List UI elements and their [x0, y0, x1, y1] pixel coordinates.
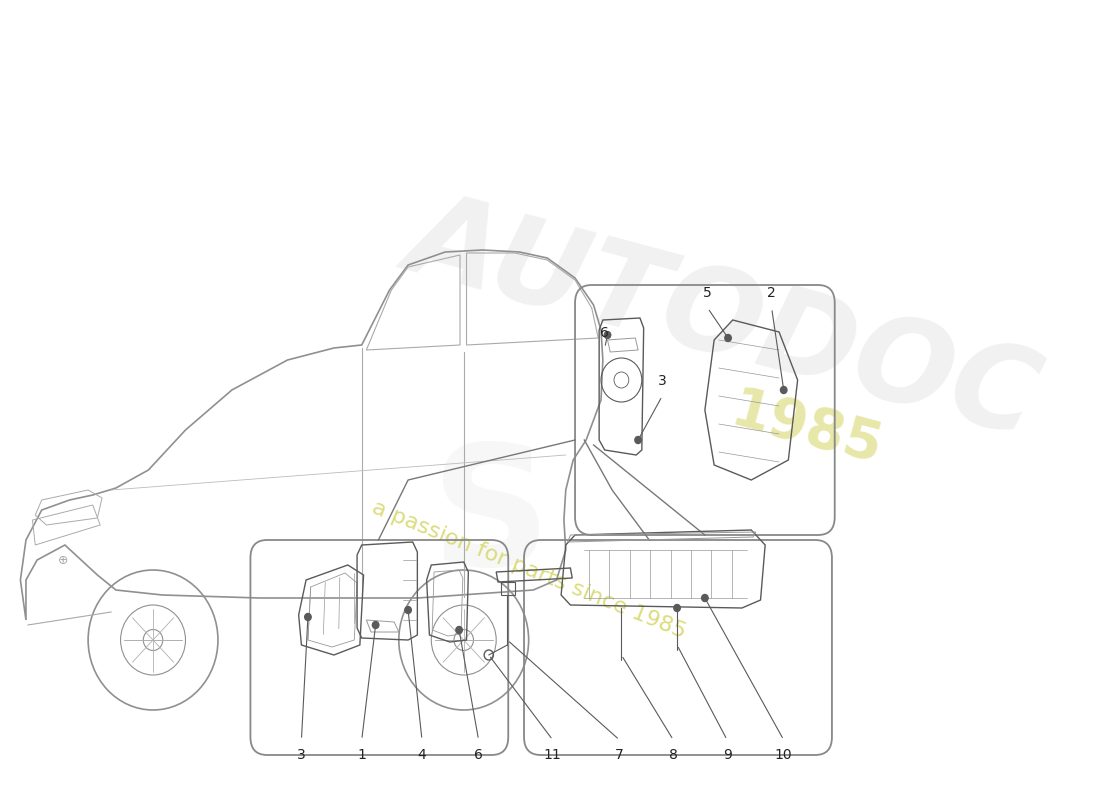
- Text: 3: 3: [297, 748, 306, 762]
- Circle shape: [405, 606, 411, 614]
- Text: 3: 3: [658, 374, 667, 388]
- Text: 6: 6: [601, 326, 609, 340]
- Text: 2: 2: [768, 286, 776, 300]
- Circle shape: [702, 594, 708, 602]
- Text: 9: 9: [723, 748, 732, 762]
- Text: ⊕: ⊕: [58, 554, 68, 566]
- Text: AUTODOC: AUTODOC: [396, 181, 1052, 459]
- Text: 6: 6: [474, 748, 483, 762]
- Text: S: S: [431, 438, 551, 602]
- Text: 5: 5: [703, 286, 712, 300]
- Text: 11: 11: [543, 748, 562, 762]
- Circle shape: [635, 437, 641, 443]
- Circle shape: [455, 626, 462, 634]
- Circle shape: [781, 386, 786, 394]
- Text: 10: 10: [774, 748, 792, 762]
- Circle shape: [604, 331, 611, 338]
- Text: 8: 8: [669, 748, 678, 762]
- Text: 1985: 1985: [725, 384, 889, 476]
- Text: a passion for parts since 1985: a passion for parts since 1985: [368, 498, 689, 642]
- Circle shape: [373, 622, 378, 629]
- Text: 4: 4: [418, 748, 427, 762]
- Circle shape: [674, 605, 680, 611]
- Text: 1: 1: [358, 748, 366, 762]
- Text: 7: 7: [615, 748, 624, 762]
- Circle shape: [305, 614, 311, 621]
- Circle shape: [725, 334, 732, 342]
